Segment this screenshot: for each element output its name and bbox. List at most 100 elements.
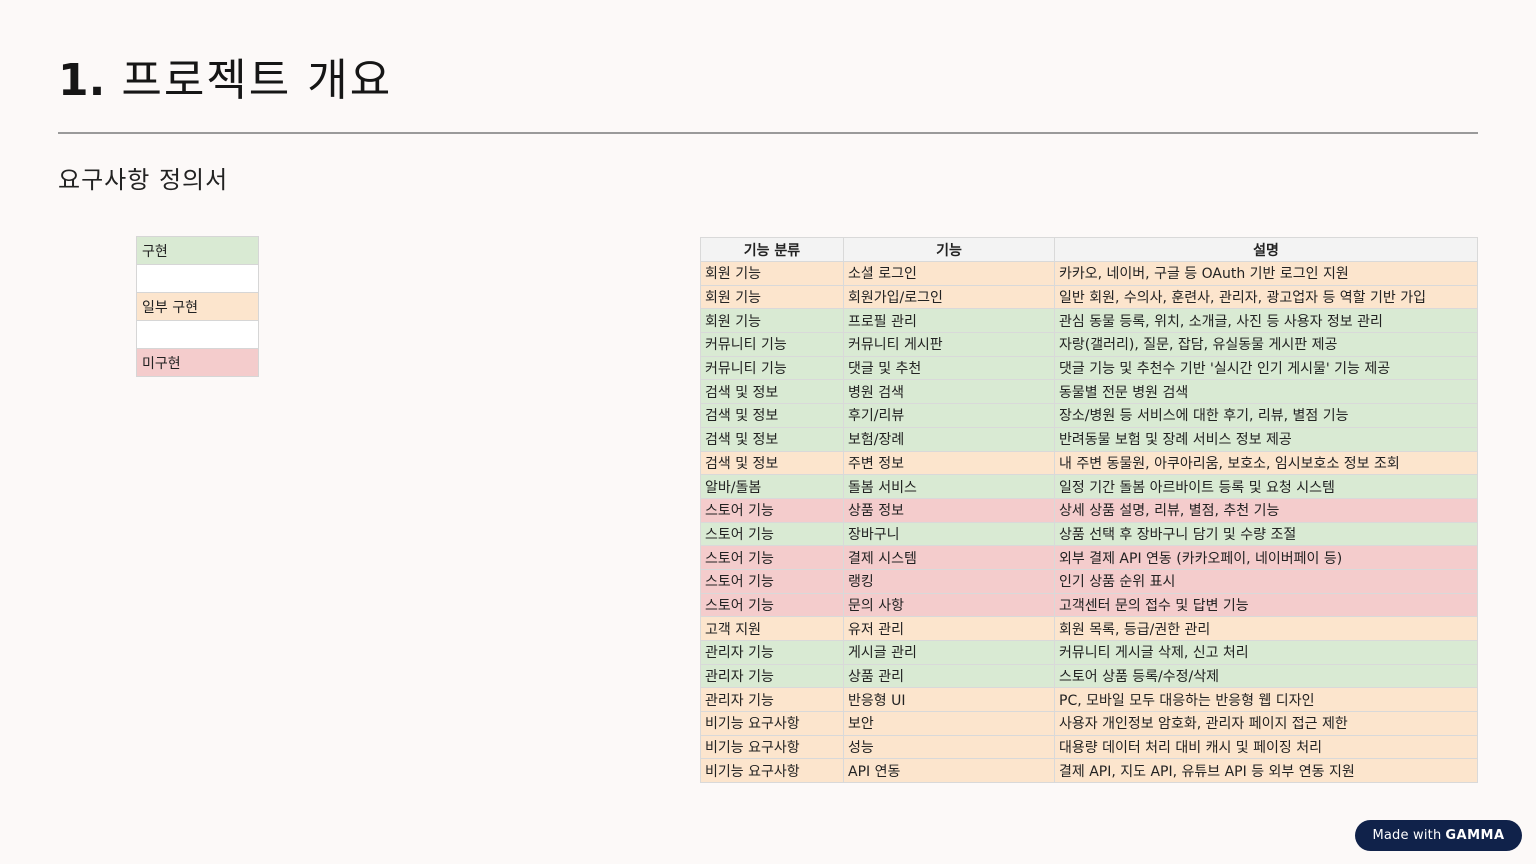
description-cell: 대용량 데이터 처리 대비 캐시 및 페이징 처리 — [1054, 734, 1478, 760]
feature-cell: 게시글 관리 — [843, 640, 1055, 665]
description-cell: 반려동물 보험 및 장례 서비스 정보 제공 — [1054, 426, 1478, 452]
legend-row: 미구현 — [136, 348, 259, 377]
table-row: 검색 및 정보 병원 검색 동물별 전문 병원 검색 — [700, 379, 1478, 405]
feature-cell: 장바구니 — [843, 521, 1055, 547]
feature-cell: 소셜 로그인 — [843, 261, 1055, 286]
feature-cell: 결제 시스템 — [843, 545, 1055, 570]
feature-cell: 문의 사항 — [843, 592, 1055, 618]
feature-cell: 반응형 UI — [843, 687, 1055, 713]
table-row: 회원 기능 소셜 로그인 카카오, 네이버, 구글 등 OAuth 기반 로그인 지… — [700, 261, 1478, 286]
table-row: 스토어 기능 문의 사항 고객센터 문의 접수 및 답변 기능 — [700, 592, 1478, 618]
requirements-table: 기능 분류 기능 설명 회원 기능 소셜 로그인 카카오, 네이버, 구글 등 OA… — [700, 237, 1478, 784]
feature-cell: 프로필 관리 — [843, 308, 1055, 334]
category-cell: 비기능 요구사항 — [700, 734, 844, 760]
made-with-gamma-badge[interactable]: Made with GAMMA — [1355, 820, 1522, 851]
header-category: 기능 분류 — [700, 237, 844, 262]
category-cell: 검색 및 정보 — [700, 426, 844, 452]
category-cell: 고객 지원 — [700, 616, 844, 641]
feature-cell: 유저 관리 — [843, 616, 1055, 641]
description-cell: 일반 회원, 수의사, 훈련사, 관리자, 광고업자 등 역할 기반 가입 — [1054, 284, 1478, 310]
category-cell: 검색 및 정보 — [700, 379, 844, 405]
table-row: 비기능 요구사항 API 연동 결제 API, 지도 API, 유튜브 API 등 … — [700, 758, 1478, 784]
table-row: 비기능 요구사항 성능 대용량 데이터 처리 대비 캐시 및 페이징 처리 — [700, 734, 1478, 760]
description-cell: 장소/병원 등 서비스에 대한 후기, 리뷰, 별점 기능 — [1054, 403, 1478, 428]
legend-row: 구현 — [136, 236, 259, 265]
table-header-row: 기능 분류 기능 설명 — [700, 237, 1478, 262]
feature-cell: 병원 검색 — [843, 379, 1055, 405]
category-cell: 알바/돌봄 — [700, 474, 844, 499]
legend-label: 미구현 — [136, 348, 259, 377]
table-row: 검색 및 정보 후기/리뷰 장소/병원 등 서비스에 대한 후기, 리뷰, 별점 기… — [700, 403, 1478, 428]
table-row: 검색 및 정보 보험/장례 반려동물 보험 및 장례 서비스 정보 제공 — [700, 426, 1478, 452]
table-row: 알바/돌봄 돌봄 서비스 일정 기간 돌봄 아르바이트 등록 및 요청 시스템 — [700, 474, 1478, 499]
description-cell: PC, 모바일 모두 대응하는 반응형 웹 디자인 — [1054, 687, 1478, 713]
category-cell: 스토어 기능 — [700, 545, 844, 570]
category-cell: 관리자 기능 — [700, 640, 844, 665]
feature-cell: 후기/리뷰 — [843, 403, 1055, 428]
category-cell: 커뮤니티 기능 — [700, 332, 844, 357]
feature-cell: 보안 — [843, 711, 1055, 736]
category-cell: 비기능 요구사항 — [700, 758, 844, 784]
slide-title: 1. 프로젝트 개요 — [58, 44, 392, 108]
slide-subtitle: 요구사항 정의서 — [58, 166, 229, 194]
table-row: 스토어 기능 상품 정보 상세 상품 설명, 리뷰, 별점, 추천 기능 — [700, 497, 1478, 523]
table-row: 검색 및 정보 주변 정보 내 주변 동물원, 아쿠아리움, 보호소, 임시보호소 … — [700, 450, 1478, 476]
table-row: 회원 기능 프로필 관리 관심 동물 등록, 위치, 소개글, 사진 등 사용자 정… — [700, 308, 1478, 334]
description-cell: 내 주변 동물원, 아쿠아리움, 보호소, 임시보호소 정보 조회 — [1054, 450, 1478, 476]
category-cell: 스토어 기능 — [700, 568, 844, 594]
category-cell: 관리자 기능 — [700, 663, 844, 689]
description-cell: 결제 API, 지도 API, 유튜브 API 등 외부 연동 지원 — [1054, 758, 1478, 784]
title-divider — [58, 132, 1478, 134]
legend-row — [136, 264, 259, 293]
category-cell: 검색 및 정보 — [700, 450, 844, 476]
title-text: 프로젝트 개요 — [121, 55, 393, 106]
category-cell: 커뮤니티 기능 — [700, 355, 844, 381]
header-description: 설명 — [1054, 237, 1478, 262]
feature-cell: 회원가입/로그인 — [843, 284, 1055, 310]
description-cell: 일정 기간 돌봄 아르바이트 등록 및 요청 시스템 — [1054, 474, 1478, 499]
table-row: 관리자 기능 상품 관리 스토어 상품 등록/수정/삭제 — [700, 663, 1478, 689]
category-cell: 관리자 기능 — [700, 687, 844, 713]
description-cell: 동물별 전문 병원 검색 — [1054, 379, 1478, 405]
table-row: 커뮤니티 기능 커뮤니티 게시판 자랑(갤러리), 질문, 잡담, 유실동물 게시판… — [700, 332, 1478, 357]
description-cell: 상세 상품 설명, 리뷰, 별점, 추천 기능 — [1054, 497, 1478, 523]
description-cell: 고객센터 문의 접수 및 답변 기능 — [1054, 592, 1478, 618]
description-cell: 인기 상품 순위 표시 — [1054, 568, 1478, 594]
table-row: 관리자 기능 반응형 UI PC, 모바일 모두 대응하는 반응형 웹 디자인 — [700, 687, 1478, 713]
category-cell: 스토어 기능 — [700, 592, 844, 618]
feature-cell: API 연동 — [843, 758, 1055, 784]
category-cell: 회원 기능 — [700, 261, 844, 286]
feature-cell: 커뮤니티 게시판 — [843, 332, 1055, 357]
table-row: 관리자 기능 게시글 관리 커뮤니티 게시글 삭제, 신고 처리 — [700, 640, 1478, 665]
legend-row: 일부 구현 — [136, 292, 259, 321]
gamma-logo: GAMMA — [1445, 828, 1505, 843]
description-cell: 상품 선택 후 장바구니 담기 및 수량 조절 — [1054, 521, 1478, 547]
category-cell: 스토어 기능 — [700, 521, 844, 547]
feature-cell: 돌봄 서비스 — [843, 474, 1055, 499]
table-row: 비기능 요구사항 보안 사용자 개인정보 암호화, 관리자 페이지 접근 제한 — [700, 711, 1478, 736]
legend-label — [136, 320, 259, 349]
title-number: 1. — [58, 55, 106, 106]
description-cell: 스토어 상품 등록/수정/삭제 — [1054, 663, 1478, 689]
table-row: 스토어 기능 결제 시스템 외부 결제 API 연동 (카카오페이, 네이버페이 등… — [700, 545, 1478, 570]
category-cell: 스토어 기능 — [700, 497, 844, 523]
header-feature: 기능 — [843, 237, 1055, 262]
description-cell: 댓글 기능 및 추천수 기반 '실시간 인기 게시물' 기능 제공 — [1054, 355, 1478, 381]
category-cell: 회원 기능 — [700, 308, 844, 334]
description-cell: 관심 동물 등록, 위치, 소개글, 사진 등 사용자 정보 관리 — [1054, 308, 1478, 334]
category-cell: 비기능 요구사항 — [700, 711, 844, 736]
feature-cell: 보험/장례 — [843, 426, 1055, 452]
feature-cell: 주변 정보 — [843, 450, 1055, 476]
feature-cell: 댓글 및 추천 — [843, 355, 1055, 381]
badge-prefix: Made with — [1372, 828, 1442, 843]
table-row: 회원 기능 회원가입/로그인 일반 회원, 수의사, 훈련사, 관리자, 광고업자 … — [700, 284, 1478, 310]
table-row: 고객 지원 유저 관리 회원 목록, 등급/권한 관리 — [700, 616, 1478, 641]
feature-cell: 성능 — [843, 734, 1055, 760]
legend-label — [136, 264, 259, 293]
table-row: 커뮤니티 기능 댓글 및 추천 댓글 기능 및 추천수 기반 '실시간 인기 게시물… — [700, 355, 1478, 381]
description-cell: 외부 결제 API 연동 (카카오페이, 네이버페이 등) — [1054, 545, 1478, 570]
table-row: 스토어 기능 장바구니 상품 선택 후 장바구니 담기 및 수량 조절 — [700, 521, 1478, 547]
description-cell: 자랑(갤러리), 질문, 잡담, 유실동물 게시판 제공 — [1054, 332, 1478, 357]
